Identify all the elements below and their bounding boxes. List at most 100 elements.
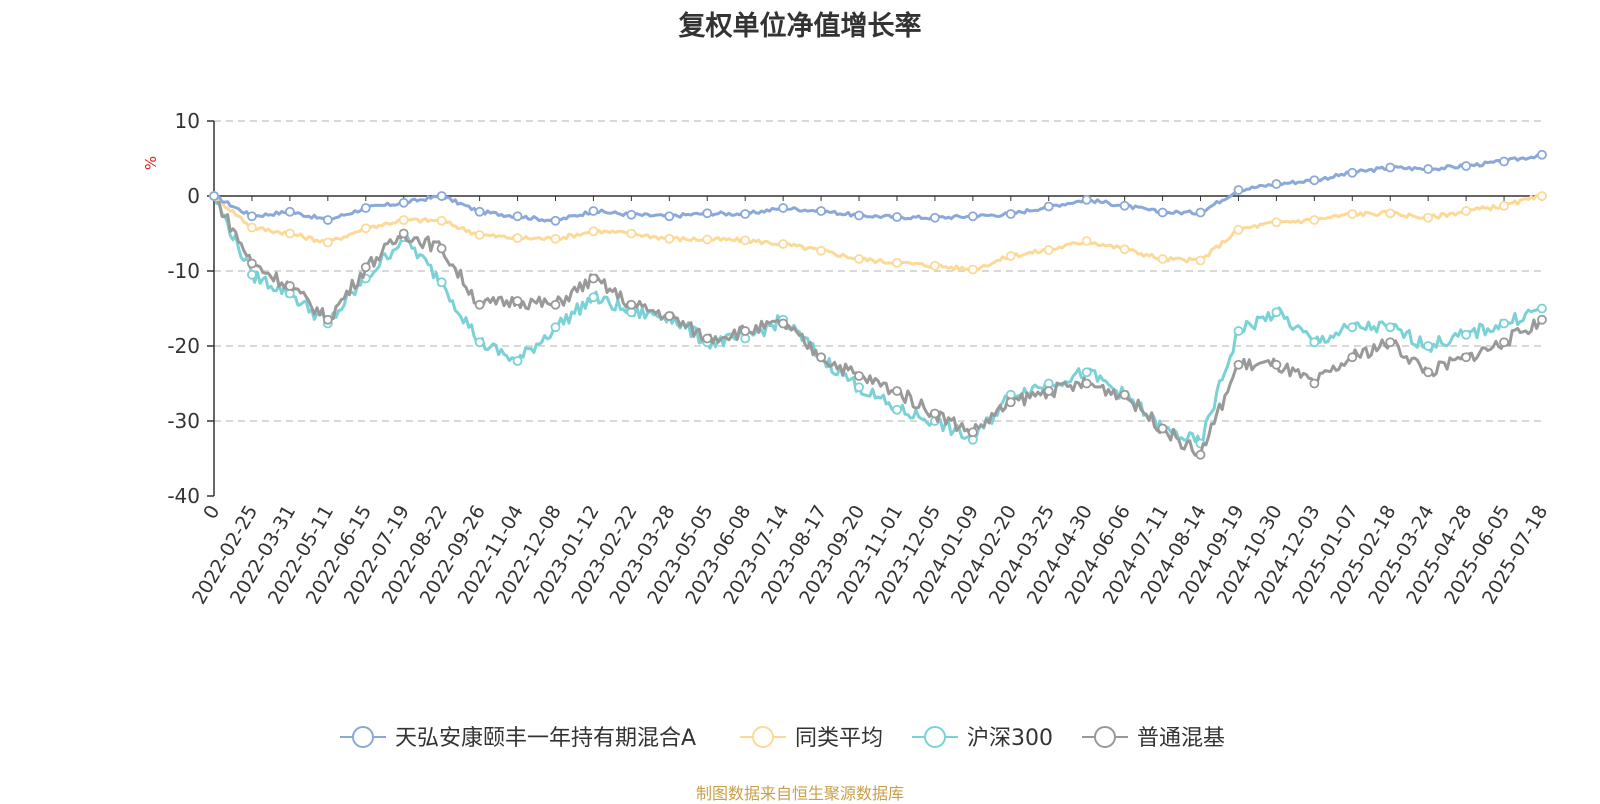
series-point-0 <box>1309 175 1320 186</box>
series-point-1 <box>1271 217 1282 228</box>
series-point-0 <box>1157 207 1168 218</box>
series-point-3 <box>1233 359 1244 370</box>
legend-label: 沪深300 <box>967 726 1053 751</box>
series-point-0 <box>854 210 864 221</box>
series-point-2 <box>1081 367 1092 378</box>
series-point-3 <box>1271 359 1282 370</box>
series-point-3 <box>247 258 257 269</box>
series-point-2 <box>1271 307 1282 318</box>
legend-circle-icon <box>924 726 946 748</box>
series-point-3 <box>1195 449 1206 460</box>
series-point-0 <box>1423 164 1434 174</box>
series-point-0 <box>967 211 978 222</box>
series-point-0 <box>209 191 219 201</box>
series-point-1 <box>892 257 902 268</box>
series-point-1 <box>322 237 333 248</box>
legend-circle-icon <box>1094 726 1116 748</box>
series-point-3 <box>1119 389 1130 400</box>
series-point-1 <box>1385 208 1396 219</box>
series-point-3 <box>626 299 637 310</box>
legend-label: 天弘安康颐丰一年持有期混合A <box>395 726 696 751</box>
series-point-0 <box>1119 200 1130 211</box>
series-point-0 <box>1233 185 1244 195</box>
series-point-1 <box>854 254 864 264</box>
series-point-1 <box>247 222 257 233</box>
series-point-1 <box>436 215 447 226</box>
series-group <box>209 149 1547 460</box>
series-point-0 <box>1195 207 1206 218</box>
grid-lines <box>214 120 1542 422</box>
series-point-3 <box>1043 386 1054 396</box>
series-point-1 <box>1499 200 1509 211</box>
series-point-1 <box>1081 236 1092 246</box>
axes: 100-10-20-30-4002022-02-252022-03-312022… <box>167 109 1552 608</box>
series-point-1 <box>930 260 940 271</box>
series-point-0 <box>436 191 447 201</box>
series-point-3 <box>892 386 902 396</box>
legend-item-0[interactable]: 天弘安康颐丰一年持有期混合A <box>340 726 696 751</box>
series-point-0 <box>322 215 333 225</box>
series-point-0 <box>1043 201 1054 212</box>
legend[interactable]: 天弘安康颐丰一年持有期混合A 同类平均 沪深300 普通混基 <box>340 726 1225 751</box>
series-point-3 <box>1309 378 1320 389</box>
series-point-0 <box>474 206 485 217</box>
series-point-3 <box>740 326 751 336</box>
chart-title: 复权单位净值增长率 <box>678 11 922 42</box>
series-point-0 <box>398 197 409 208</box>
series-point-0 <box>284 206 295 217</box>
series-point-0 <box>1461 161 1472 171</box>
series-point-1 <box>550 233 561 244</box>
series-point-0 <box>1005 209 1016 219</box>
series-point-3 <box>550 299 561 310</box>
legend-item-3[interactable]: 普通混基 <box>1082 726 1225 751</box>
legend-circle-icon <box>752 726 774 748</box>
series-point-3 <box>1157 423 1168 434</box>
legend-label: 同类平均 <box>795 726 883 751</box>
series-point-0 <box>550 215 561 226</box>
series-point-3 <box>1347 352 1358 363</box>
series-line-0 <box>214 151 1543 223</box>
series-line-3 <box>212 195 1543 457</box>
series-point-3 <box>1499 337 1509 348</box>
series-point-1 <box>816 245 826 256</box>
x-tick-label: 0 <box>199 502 224 523</box>
series-line-1 <box>212 193 1543 273</box>
series-point-0 <box>1385 162 1396 173</box>
series-point-1 <box>1309 215 1320 225</box>
series-point-3 <box>664 311 675 321</box>
series-point-0 <box>1537 149 1547 160</box>
series-point-3 <box>474 299 485 310</box>
series-point-3 <box>1081 378 1092 389</box>
series-point-1 <box>1537 191 1547 201</box>
legend-item-2[interactable]: 沪深300 <box>912 726 1053 751</box>
series-point-3 <box>1537 314 1547 325</box>
series-point-2 <box>854 382 864 393</box>
series-point-1 <box>588 226 599 237</box>
y-tick-label: -10 <box>167 259 200 283</box>
series-point-1 <box>398 215 409 225</box>
series-point-1 <box>626 228 637 239</box>
series-point-2 <box>1309 337 1320 348</box>
series-line-2 <box>212 195 1543 445</box>
series-point-3 <box>322 314 333 325</box>
series-point-3 <box>1005 397 1016 408</box>
series-point-3 <box>360 262 371 273</box>
series-point-0 <box>702 208 713 219</box>
series-point-0 <box>588 206 599 216</box>
series-point-0 <box>626 209 637 220</box>
series-point-0 <box>1347 167 1358 178</box>
y-axis-label: % <box>142 156 160 170</box>
series-point-2 <box>247 269 257 280</box>
series-point-3 <box>930 408 940 419</box>
series-point-1 <box>360 223 371 234</box>
series-point-0 <box>1081 194 1092 205</box>
legend-item-1[interactable]: 同类平均 <box>740 726 883 751</box>
series-point-0 <box>1271 179 1282 189</box>
series-point-1 <box>1423 212 1434 223</box>
series-point-2 <box>1385 322 1396 333</box>
series-point-0 <box>1499 156 1509 167</box>
series-point-3 <box>778 318 789 329</box>
series-point-0 <box>360 203 371 213</box>
